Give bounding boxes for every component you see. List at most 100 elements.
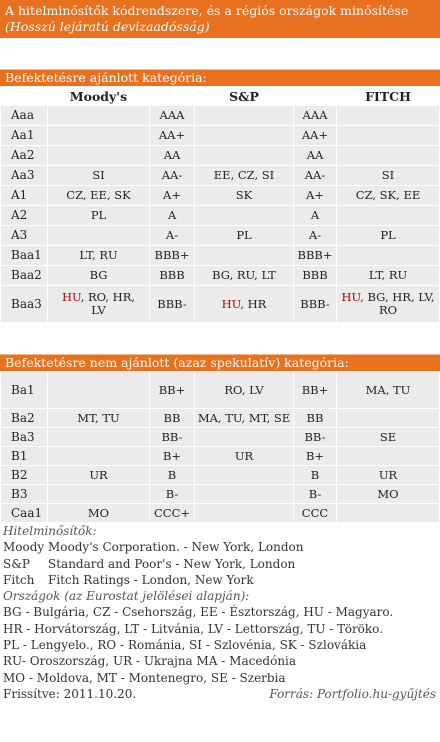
moodys-code: B2: [1, 466, 47, 484]
sp-code: BBB-: [150, 286, 194, 322]
notes: Hitelminősítők: Moody Moody's Corporation…: [0, 523, 440, 702]
sp-code: CCC+: [150, 504, 194, 522]
sp-countries: [195, 146, 293, 165]
sp-countries: [195, 246, 293, 265]
sp-countries: UR: [195, 447, 293, 465]
moodys-countries: HU, RO, HR, LV: [48, 286, 149, 322]
moodys-code: A2: [1, 206, 47, 225]
moodys-countries: [48, 428, 149, 446]
fitch-code: A-: [294, 226, 336, 245]
rating-row: Ba3 BB- BB- SE: [1, 428, 439, 446]
country-legend-line: PL - Lengyelo., RO - Románia, SI - Szlov…: [3, 638, 367, 653]
moodys-code: B3: [1, 485, 47, 503]
agencies-title: Hitelminősítők:: [3, 524, 97, 538]
fitch-code: AA: [294, 146, 336, 165]
agency-entry: Moody Moody's Corporation. - New York, Lo…: [3, 539, 440, 555]
speculative-header: Befektetésre nem ajánlott (azaz spekulat…: [0, 354, 440, 371]
country-legend-line: HR - Horvátország, LT - Litvánia, LV - L…: [3, 621, 384, 636]
page-subtitle: (Hosszú lejáratú devizaadósság): [5, 19, 210, 34]
moodys-code: B1: [1, 447, 47, 465]
moodys-code: Baa3: [1, 286, 47, 322]
rating-row: Baa2 BG BBB BG, RU, LT BBB LT, RU: [1, 266, 439, 285]
rating-row: Aa1 AA+ AA+: [1, 126, 439, 145]
fitch-countries: SI: [337, 166, 439, 185]
moodys-countries: SI: [48, 166, 149, 185]
sp-countries: MA, TU, MT, SE: [195, 409, 293, 427]
fitch-code: A: [294, 206, 336, 225]
fitch-countries: [337, 246, 439, 265]
highlighted-country: HU: [221, 296, 241, 311]
investment-table: Moody's S&P FITCH Aaa AAA AAA Aa1 AA+ AA+ Aa2 A…: [0, 86, 440, 323]
moodys-countries: [48, 126, 149, 145]
fitch-countries: UR: [337, 466, 439, 484]
sp-code: BB: [150, 409, 194, 427]
moodys-code: Ba3: [1, 428, 47, 446]
moodys-code: Caa1: [1, 504, 47, 522]
sp-code: A-: [150, 226, 194, 245]
moodys-countries: [48, 485, 149, 503]
rating-row: Aa3 SI AA- EE, CZ, SI AA- SI: [1, 166, 439, 185]
sp-countries: HU, HR: [195, 286, 293, 322]
sp-countries: [195, 428, 293, 446]
fitch-countries: [337, 447, 439, 465]
fitch-countries: [337, 126, 439, 145]
countries-title: Országok (az Eurostat jelölései alapján)…: [3, 589, 250, 604]
rating-row: Ba1 BB+ RO, LV BB+ MA, TU: [1, 372, 439, 408]
fitch-countries: SE: [337, 428, 439, 446]
fitch-countries: [337, 106, 439, 125]
moodys-code: Aa2: [1, 146, 47, 165]
sp-countries: EE, CZ, SI: [195, 166, 293, 185]
sp-code: A+: [150, 186, 194, 205]
agency-name: Fitch Ratings - London, New York: [48, 572, 254, 587]
rating-row: A1 CZ, EE, SK A+ SK A+ CZ, SK, EE: [1, 186, 439, 205]
source: Forrás: Portfolio.hu-gyűjtés: [269, 686, 436, 701]
sp-code: BB+: [150, 372, 194, 408]
fitch-countries: HU, BG, HR, LV, RO: [337, 286, 439, 322]
sp-countries: SK: [195, 186, 293, 205]
fitch-countries: MO: [337, 485, 439, 503]
fitch-countries: MA, TU: [337, 372, 439, 408]
agency-abbrev: S&P: [3, 556, 30, 571]
rating-row: A3 A- PL A- PL: [1, 226, 439, 245]
speculative-table: Ba1 BB+ RO, LV BB+ MA, TU Ba2 MT, TU BB MA, TU, …: [0, 371, 440, 523]
fitch-code: AA-: [294, 166, 336, 185]
investment-header: Befektetésre ajánlott kategória:: [0, 69, 440, 86]
footer: Frissítve: 2011.10.20. Forrás: Portfolio…: [3, 686, 440, 702]
moodys-code: Aa1: [1, 126, 47, 145]
sp-code: B-: [150, 485, 194, 503]
sp-code: AA: [150, 146, 194, 165]
fitch-code: AA+: [294, 126, 336, 145]
agency-name: Standard and Poor's - New York, London: [48, 556, 296, 571]
moodys-countries: [48, 146, 149, 165]
fitch-countries: CZ, SK, EE: [337, 186, 439, 205]
sp-code: BBB: [150, 266, 194, 285]
sp-countries: [195, 504, 293, 522]
column-header-row: Moody's S&P FITCH: [1, 87, 439, 105]
highlighted-country: HU: [61, 290, 81, 304]
rating-row: A2 PL A A: [1, 206, 439, 225]
fitch-code: BB+: [294, 372, 336, 408]
col-sp: S&P: [195, 87, 293, 105]
country-legend-line: BG - Bulgária, CZ - Csehország, EE - Ész…: [3, 605, 394, 620]
fitch-code: BBB-: [294, 286, 336, 322]
fitch-countries: [337, 504, 439, 522]
sp-code: AAA: [150, 106, 194, 125]
moodys-code: Baa2: [1, 266, 47, 285]
sp-countries: [195, 466, 293, 484]
country-legend-line: RU- Oroszország, UR - Ukrajna MA - Maced…: [3, 654, 297, 669]
sp-countries: PL: [195, 226, 293, 245]
fitch-countries: PL: [337, 226, 439, 245]
fitch-countries: [337, 146, 439, 165]
sp-code: A: [150, 206, 194, 225]
moodys-code: A1: [1, 186, 47, 205]
rating-row: Baa3 HU, RO, HR, LV BBB- HU, HR BBB- HU, BG, H…: [1, 286, 439, 322]
sp-code: BBB+: [150, 246, 194, 265]
fitch-code: CCC: [294, 504, 336, 522]
sp-countries: BG, RU, LT: [195, 266, 293, 285]
updated-date: Frissítve: 2011.10.20.: [3, 686, 137, 701]
moodys-countries: [48, 372, 149, 408]
fitch-code: BB: [294, 409, 336, 427]
moodys-countries: CZ, EE, SK: [48, 186, 149, 205]
agency-name: Moody's Corporation. - New York, London: [48, 540, 304, 555]
fitch-code: BBB: [294, 266, 336, 285]
